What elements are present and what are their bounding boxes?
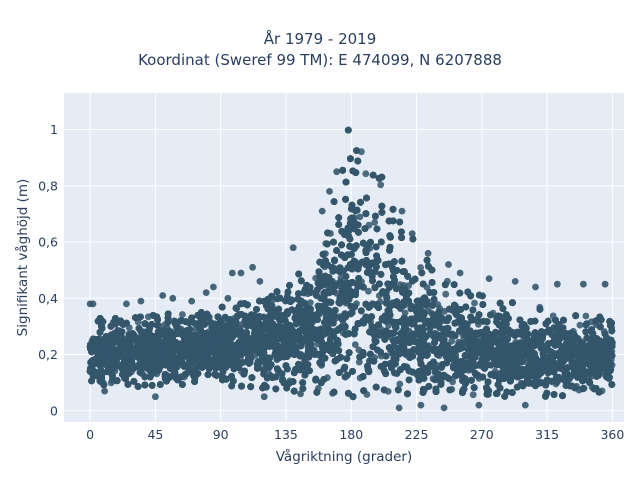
chart-title-line-2: Koordinat (Sweref 99 TM): E 474099, N 62… (138, 51, 502, 69)
data-point (371, 219, 379, 226)
data-point (365, 287, 372, 295)
data-point (396, 380, 404, 388)
data-point (306, 299, 314, 307)
data-point (351, 341, 359, 348)
data-point (471, 299, 478, 307)
data-point (469, 391, 477, 399)
data-point (179, 311, 186, 318)
data-points (86, 126, 616, 412)
data-point (362, 170, 370, 178)
data-point (576, 321, 584, 329)
data-point (356, 213, 364, 221)
data-point (417, 264, 424, 271)
data-point (401, 309, 409, 317)
data-point (377, 181, 385, 189)
data-point (442, 290, 450, 298)
data-point (355, 358, 363, 366)
chart-title-line-1: År 1979 - 2019 (263, 30, 377, 48)
data-point (582, 312, 590, 320)
